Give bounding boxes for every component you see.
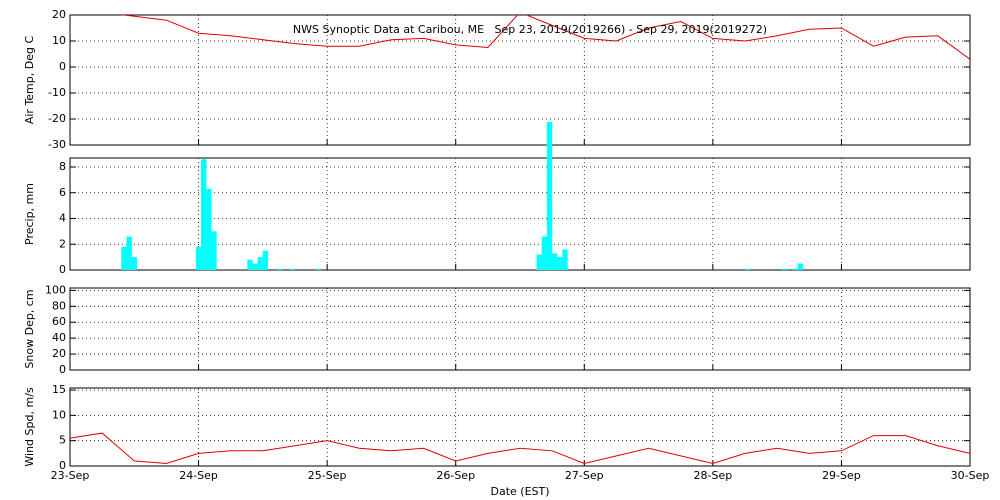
- bar: [546, 121, 553, 270]
- bar: [744, 268, 751, 270]
- y-tick-label: 20: [52, 8, 66, 21]
- bar: [782, 268, 788, 270]
- bar: [206, 188, 212, 270]
- bar: [195, 246, 202, 270]
- y-tick-label: 4: [59, 212, 66, 225]
- x-tick-label: 26-Sep: [436, 469, 475, 482]
- y-tick-label: 5: [59, 434, 66, 447]
- y-axis-label: Precip, mm: [23, 183, 36, 245]
- y-tick-label: 10: [52, 408, 66, 421]
- y-tick-label: 60: [52, 315, 66, 328]
- y-tick-label: 40: [52, 331, 66, 344]
- bar: [211, 231, 217, 270]
- x-tick-label: 23-Sep: [51, 469, 90, 482]
- bar: [289, 268, 296, 270]
- x-axis-label: Date (EST): [490, 485, 549, 498]
- plot-frame: [69, 387, 971, 467]
- bar: [262, 250, 269, 270]
- y-tick-label: 2: [59, 237, 66, 250]
- bar: [552, 253, 558, 270]
- bar: [131, 257, 137, 270]
- y-tick-label: 8: [59, 160, 66, 173]
- bar: [276, 268, 283, 270]
- x-tick-label: 27-Sep: [565, 469, 604, 482]
- y-tick-label: 0: [59, 60, 66, 73]
- y-tick-label: 100: [45, 283, 66, 296]
- y-tick-label: 20: [52, 347, 66, 360]
- data-line: [70, 432, 970, 464]
- chart-title: NWS Synoptic Data at Caribou, ME Sep 23,…: [293, 23, 767, 36]
- bar: [126, 236, 132, 270]
- y-axis-label: Snow Dep, cm: [23, 289, 36, 368]
- y-tick-label: -30: [48, 138, 66, 151]
- y-tick-label: -10: [48, 86, 66, 99]
- x-tick-label: 24-Sep: [179, 469, 218, 482]
- bar: [121, 246, 127, 270]
- x-tick-label: 28-Sep: [694, 469, 733, 482]
- y-axis-label: Wind Spd, m/s: [23, 387, 36, 467]
- bar: [247, 259, 253, 270]
- y-tick-label: 6: [59, 186, 66, 199]
- y-axis-label: Air Temp, Deg C: [23, 36, 36, 125]
- bar: [257, 257, 263, 270]
- bar: [201, 159, 207, 270]
- y-tick-label: 10: [52, 34, 66, 47]
- bar: [536, 254, 542, 270]
- bar: [557, 257, 563, 270]
- y-tick-label: -20: [48, 112, 66, 125]
- y-tick-label: 80: [52, 299, 66, 312]
- x-tick-label: 30-Sep: [951, 469, 990, 482]
- y-tick-label: 0: [59, 263, 66, 276]
- y-tick-label: 0: [59, 363, 66, 376]
- y-tick-label: 0: [59, 459, 66, 472]
- x-tick-label: 25-Sep: [308, 469, 347, 482]
- bar: [315, 268, 321, 270]
- bar: [797, 263, 803, 270]
- bar: [252, 263, 258, 270]
- x-tick-label: 29-Sep: [822, 469, 861, 482]
- bar: [541, 236, 548, 270]
- bar: [792, 268, 798, 270]
- y-tick-label: 15: [52, 383, 66, 396]
- bar: [562, 249, 568, 270]
- data-line: [119, 15, 970, 60]
